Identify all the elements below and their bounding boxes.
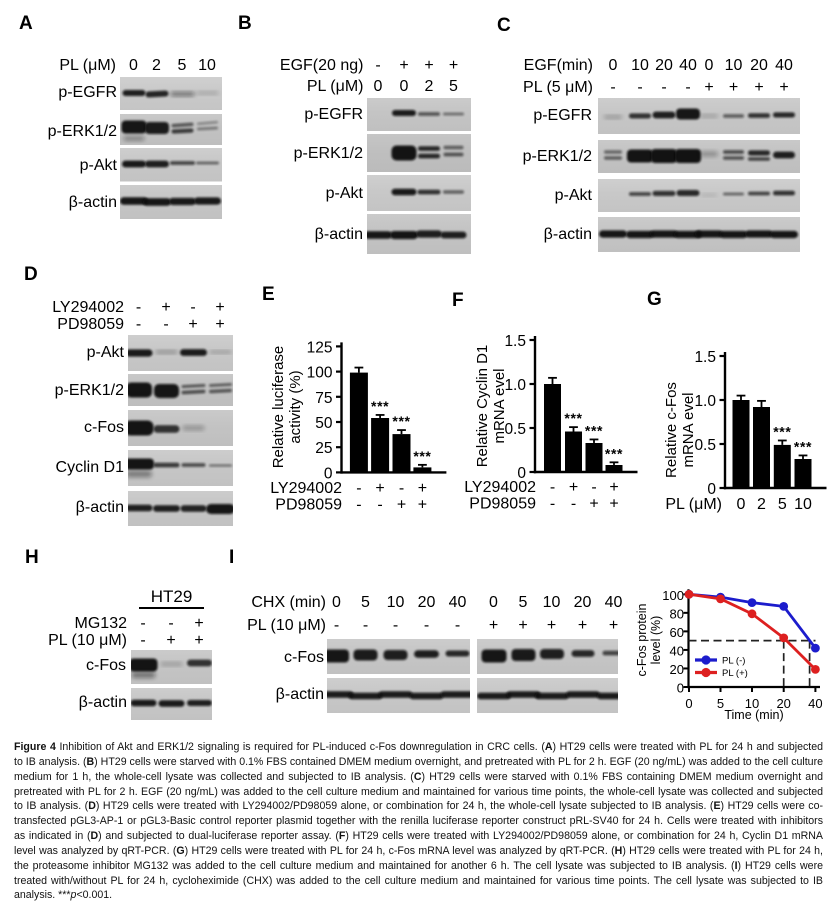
svg-text:LY294002: LY294002: [464, 479, 536, 496]
svg-text:mRNA evel: mRNA evel: [491, 368, 508, 443]
svg-text:10: 10: [794, 496, 812, 513]
svg-text:2: 2: [757, 496, 766, 513]
svg-text:75: 75: [315, 390, 332, 407]
svg-text:1.5: 1.5: [504, 333, 526, 350]
svg-text:PD98059: PD98059: [469, 496, 536, 513]
svg-text:-: -: [550, 496, 555, 513]
svg-text:-: -: [377, 497, 382, 514]
svg-text:0: 0: [517, 465, 526, 482]
svg-text:1.5: 1.5: [694, 349, 716, 366]
svg-text:40: 40: [808, 696, 822, 711]
svg-text:+: +: [375, 480, 384, 497]
svg-text:20: 20: [670, 662, 684, 677]
svg-text:***: ***: [371, 398, 389, 414]
svg-text:0: 0: [685, 696, 692, 711]
svg-text:0: 0: [324, 465, 333, 482]
svg-text:-: -: [356, 497, 361, 514]
svg-text:***: ***: [794, 438, 812, 454]
svg-text:***: ***: [392, 413, 410, 429]
svg-text:1.0: 1.0: [694, 393, 716, 410]
svg-text:-: -: [591, 479, 596, 496]
svg-text:50: 50: [315, 415, 333, 432]
svg-text:+: +: [589, 496, 598, 513]
svg-text:***: ***: [585, 422, 603, 438]
svg-text:5: 5: [778, 496, 787, 513]
svg-text:0.5: 0.5: [694, 437, 716, 454]
svg-text:-: -: [571, 496, 576, 513]
svg-text:***: ***: [605, 445, 623, 461]
svg-text:100: 100: [662, 588, 684, 603]
svg-text:PL (+): PL (+): [722, 668, 748, 679]
svg-text:***: ***: [773, 423, 791, 439]
svg-text:0: 0: [737, 496, 746, 513]
svg-text:Time (min): Time (min): [724, 708, 783, 722]
svg-text:mRNA evel: mRNA evel: [680, 392, 697, 467]
svg-text:activity (%): activity (%): [287, 370, 304, 443]
svg-text:LY294002: LY294002: [270, 480, 342, 497]
svg-text:10: 10: [745, 696, 759, 711]
svg-text:125: 125: [307, 339, 333, 356]
svg-text:***: ***: [564, 410, 582, 426]
svg-text:-: -: [399, 480, 404, 497]
svg-text:+: +: [397, 497, 406, 514]
svg-text:Relative Cyclin D1: Relative Cyclin D1: [474, 345, 491, 468]
svg-text:-: -: [550, 479, 555, 496]
svg-text:+: +: [418, 480, 427, 497]
svg-text:+: +: [569, 479, 578, 496]
svg-text:0: 0: [707, 481, 716, 498]
svg-text:60: 60: [670, 625, 684, 640]
svg-text:PL (μM): PL (μM): [665, 496, 722, 513]
svg-text:1.0: 1.0: [504, 377, 526, 394]
svg-text:25: 25: [315, 440, 332, 457]
svg-text:Relative luciferase: Relative luciferase: [270, 346, 287, 469]
svg-text:80: 80: [670, 606, 684, 621]
svg-text:-: -: [356, 480, 361, 497]
svg-text:20: 20: [776, 696, 790, 711]
svg-text:level (%): level (%): [649, 616, 663, 665]
svg-text:5: 5: [717, 696, 724, 711]
svg-text:40: 40: [670, 643, 684, 658]
svg-text:***: ***: [413, 448, 431, 464]
svg-text:+: +: [609, 479, 618, 496]
svg-text:0: 0: [677, 681, 684, 696]
svg-text:PD98059: PD98059: [275, 497, 342, 514]
svg-text:100: 100: [307, 365, 333, 382]
svg-text:+: +: [609, 496, 618, 513]
svg-text:Relative c-Fos: Relative c-Fos: [663, 382, 680, 478]
svg-text:c-Fos protein: c-Fos protein: [635, 603, 649, 676]
svg-text:0.5: 0.5: [504, 421, 526, 438]
svg-text:+: +: [418, 497, 427, 514]
svg-text:PL (-): PL (-): [722, 656, 745, 667]
